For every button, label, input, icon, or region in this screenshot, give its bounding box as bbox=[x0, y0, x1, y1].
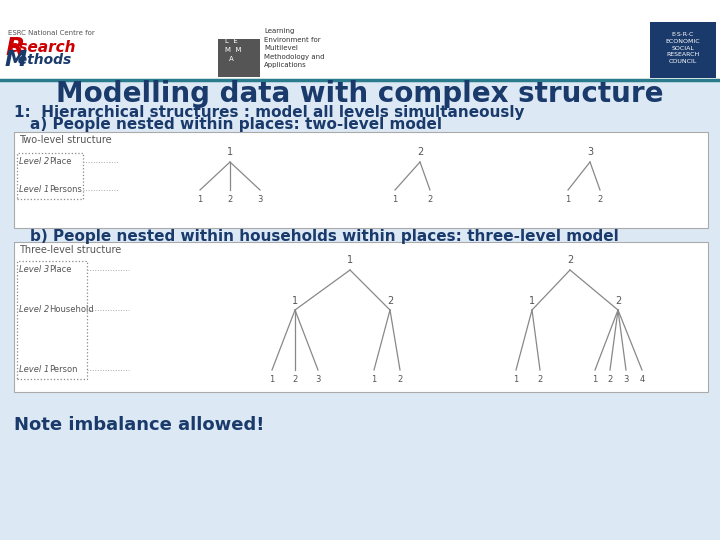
Text: 4: 4 bbox=[639, 375, 644, 384]
Text: R: R bbox=[5, 36, 24, 60]
Text: 2: 2 bbox=[228, 195, 233, 204]
Text: Modelling data with complex structure: Modelling data with complex structure bbox=[56, 80, 664, 108]
Text: a) People nested within places: two-level model: a) People nested within places: two-leve… bbox=[30, 118, 442, 132]
Text: M: M bbox=[5, 50, 27, 70]
Bar bbox=[650, 22, 716, 78]
Text: 2: 2 bbox=[615, 296, 621, 306]
Text: Learning
Environment for
Multilevel
Methodology and
Applications: Learning Environment for Multilevel Meth… bbox=[264, 28, 325, 68]
Text: Note imbalance allowed!: Note imbalance allowed! bbox=[14, 416, 264, 434]
Text: Three-level structure: Three-level structure bbox=[19, 245, 121, 255]
Text: 1: 1 bbox=[269, 375, 274, 384]
Text: ESRC National Centre for: ESRC National Centre for bbox=[8, 30, 95, 36]
Text: 3: 3 bbox=[587, 147, 593, 157]
Text: 2: 2 bbox=[417, 147, 423, 157]
Text: 2: 2 bbox=[292, 375, 297, 384]
Text: 2: 2 bbox=[598, 195, 603, 204]
Text: 1: 1 bbox=[513, 375, 518, 384]
Text: E·S·R·C
ECONOMIC
SOCIAL
RESEARCH
COUNCIL: E·S·R·C ECONOMIC SOCIAL RESEARCH COUNCIL bbox=[666, 32, 701, 64]
Text: b) People nested within households within places: three-level model: b) People nested within households withi… bbox=[30, 228, 618, 244]
Text: 1: 1 bbox=[347, 255, 353, 265]
Text: 2: 2 bbox=[428, 195, 433, 204]
Text: 3: 3 bbox=[257, 195, 263, 204]
Text: Level 2: Level 2 bbox=[19, 158, 49, 166]
Text: 1: 1 bbox=[227, 147, 233, 157]
Text: Place: Place bbox=[49, 158, 71, 166]
Text: Household: Household bbox=[49, 306, 94, 314]
Bar bbox=[218, 39, 260, 77]
Text: 1: 1 bbox=[292, 296, 298, 306]
Bar bbox=[14, 132, 708, 228]
Text: 2: 2 bbox=[537, 375, 543, 384]
Text: 3: 3 bbox=[315, 375, 320, 384]
Text: 1:  Hierarchical structures : model all levels simultaneously: 1: Hierarchical structures : model all l… bbox=[14, 105, 524, 119]
Text: A: A bbox=[229, 56, 234, 62]
Text: Place: Place bbox=[49, 266, 71, 274]
Bar bbox=[17, 261, 87, 379]
Text: ethods: ethods bbox=[8, 53, 71, 67]
Text: 1: 1 bbox=[392, 195, 397, 204]
Text: M  M: M M bbox=[225, 47, 241, 53]
Text: 3: 3 bbox=[624, 375, 629, 384]
Text: Level 3: Level 3 bbox=[19, 266, 49, 274]
Text: Persons: Persons bbox=[49, 186, 82, 194]
Text: 2: 2 bbox=[567, 255, 573, 265]
Bar bbox=[0, 0, 720, 80]
Text: 2: 2 bbox=[387, 296, 393, 306]
Text: Two-level structure: Two-level structure bbox=[19, 135, 112, 145]
Text: 1: 1 bbox=[372, 375, 377, 384]
Text: Level 1: Level 1 bbox=[19, 366, 49, 375]
Text: 1: 1 bbox=[565, 195, 571, 204]
Text: 2: 2 bbox=[608, 375, 613, 384]
Text: 1: 1 bbox=[529, 296, 535, 306]
Text: Level 2: Level 2 bbox=[19, 306, 49, 314]
Text: Person: Person bbox=[49, 366, 78, 375]
Text: 1: 1 bbox=[197, 195, 202, 204]
Bar bbox=[14, 242, 708, 392]
Text: L  E: L E bbox=[225, 38, 238, 44]
Text: 1: 1 bbox=[593, 375, 598, 384]
Text: esearch: esearch bbox=[8, 40, 76, 56]
Text: Level 1: Level 1 bbox=[19, 186, 49, 194]
Bar bbox=[17, 153, 83, 199]
Text: 2: 2 bbox=[397, 375, 402, 384]
